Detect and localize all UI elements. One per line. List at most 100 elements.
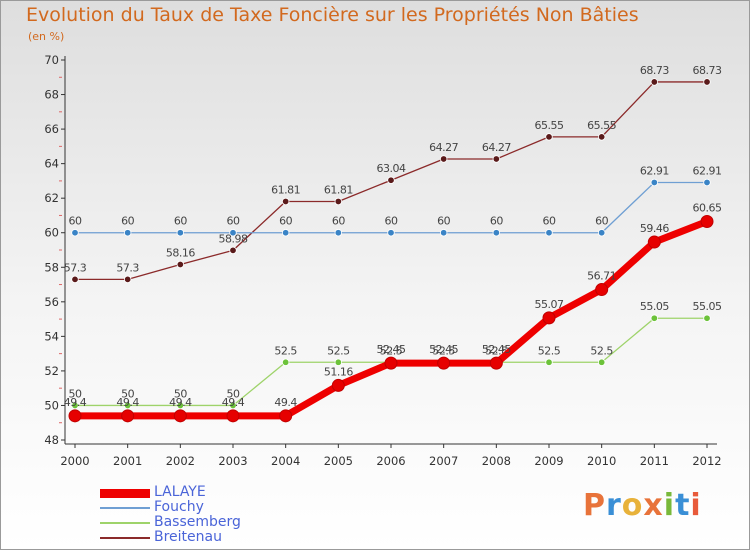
data-label-lalaye: 55.07 (535, 298, 564, 311)
proxiti-logo: Proxiti (583, 488, 702, 523)
y-tick-label: 54 (44, 329, 59, 343)
data-label-fouchy: 60 (543, 215, 556, 228)
y-tick-label: 50 (44, 398, 59, 412)
data-point-bassemberg (650, 314, 659, 322)
data-label-lalaye: 52.45 (377, 343, 406, 356)
data-point-lalaye (489, 356, 503, 370)
data-point-lalaye (173, 409, 187, 423)
data-label-lalaye: 49.4 (274, 396, 297, 409)
data-point-lalaye (226, 409, 240, 423)
data-label-bassemberg: 50 (121, 387, 134, 400)
x-tick-label: 2002 (166, 454, 195, 468)
data-label-lalaye: 49.4 (116, 396, 139, 409)
data-label-lalaye: 52.45 (482, 343, 511, 356)
x-tick-label: 2010 (587, 454, 616, 468)
data-point-lalaye (437, 356, 451, 370)
data-point-breitenau (703, 78, 711, 86)
data-label-breitenau: 57.3 (64, 261, 87, 274)
chart-title: Evolution du Taux de Taxe Foncière sur l… (26, 4, 639, 26)
data-label-breitenau: 63.04 (377, 162, 406, 175)
data-point-bassemberg (545, 358, 553, 366)
data-point-fouchy (123, 229, 132, 237)
logo-letter: i (690, 488, 702, 523)
data-label-bassemberg: 52.5 (380, 344, 403, 357)
x-tick-label: 2007 (429, 454, 458, 468)
data-point-fouchy (597, 229, 606, 237)
data-label-lalaye: 56.71 (587, 270, 616, 283)
data-label-lalaye: 49.4 (64, 396, 87, 409)
data-point-breitenau (71, 275, 79, 284)
data-point-fouchy (281, 229, 290, 237)
legend-label-breitenau: Breitenau (154, 529, 222, 545)
x-tick-label: 2009 (534, 454, 563, 468)
data-point-breitenau (334, 197, 343, 206)
data-label-breitenau: 61.81 (324, 183, 353, 196)
logo-letter: i (663, 488, 676, 523)
data-label-bassemberg: 50 (69, 387, 82, 400)
data-label-bassemberg: 50 (227, 387, 240, 400)
x-tick-label: 2003 (218, 454, 247, 468)
y-tick-label: 64 (44, 157, 59, 171)
data-point-fouchy (334, 229, 343, 237)
data-point-breitenau (229, 246, 237, 255)
y-tick-label: 52 (44, 364, 59, 378)
data-label-bassemberg: 50 (174, 387, 187, 400)
data-label-lalaye: 49.4 (169, 396, 192, 409)
data-label-fouchy: 60 (385, 215, 398, 228)
data-point-breitenau (387, 176, 395, 184)
data-label-breitenau: 64.27 (482, 141, 511, 154)
data-label-lalaye: 49.4 (222, 396, 245, 409)
data-label-fouchy: 60 (332, 215, 345, 228)
y-tick-label: 56 (44, 295, 59, 309)
x-tick-label: 2008 (482, 454, 511, 468)
data-point-fouchy (439, 229, 448, 237)
data-label-breitenau: 65.55 (587, 119, 616, 132)
y-tick-label: 68 (44, 88, 59, 102)
y-tick-label: 62 (44, 191, 59, 205)
data-label-lalaye: 59.46 (640, 222, 669, 235)
data-point-breitenau (281, 197, 290, 206)
data-point-breitenau (597, 133, 606, 141)
data-point-breitenau (176, 260, 185, 269)
legend-swatch-bassemberg (100, 522, 150, 524)
x-tick-label: 2004 (271, 454, 300, 468)
data-label-breitenau: 61.81 (271, 183, 300, 196)
data-label-lalaye: 52.45 (429, 343, 458, 356)
data-point-fouchy (71, 229, 79, 237)
data-point-lalaye (647, 235, 661, 249)
data-label-fouchy: 60 (490, 215, 503, 228)
data-label-fouchy: 60 (595, 215, 608, 228)
data-label-bassemberg: 52.5 (327, 344, 350, 357)
logo-letter: t (675, 488, 691, 523)
data-label-bassemberg: 55.05 (640, 300, 669, 313)
data-point-lalaye (384, 356, 398, 370)
data-point-bassemberg (281, 358, 290, 366)
data-label-breitenau: 58.98 (219, 232, 248, 245)
data-point-lalaye (121, 409, 135, 423)
y-tick-label: 60 (44, 226, 59, 240)
logo-letter: P (583, 488, 606, 523)
data-point-fouchy (229, 229, 237, 237)
x-tick-label: 2012 (692, 454, 721, 468)
data-label-fouchy: 60 (69, 215, 82, 228)
y-tick-label: 48 (44, 433, 59, 447)
data-label-bassemberg: 52.5 (432, 344, 455, 357)
data-label-fouchy: 62.91 (640, 164, 669, 177)
data-point-fouchy (650, 178, 659, 187)
data-label-breitenau: 58.16 (166, 247, 195, 260)
data-point-lalaye (68, 409, 82, 423)
data-point-fouchy (387, 229, 395, 237)
y-tick-label: 58 (44, 260, 59, 274)
data-point-bassemberg (71, 401, 79, 410)
data-label-fouchy: 60 (174, 215, 187, 228)
data-point-bassemberg (703, 314, 711, 322)
logo-letter: o (621, 488, 644, 523)
legend-swatch-breitenau (100, 537, 150, 539)
data-label-lalaye: 51.16 (324, 365, 353, 378)
x-tick-label: 2011 (640, 454, 669, 468)
y-tick-label: 66 (44, 122, 59, 136)
data-point-fouchy (492, 229, 501, 237)
legend-swatch-lalaye (100, 488, 150, 498)
legend-label-fouchy: Fouchy (154, 499, 204, 515)
data-point-breitenau (545, 133, 553, 141)
